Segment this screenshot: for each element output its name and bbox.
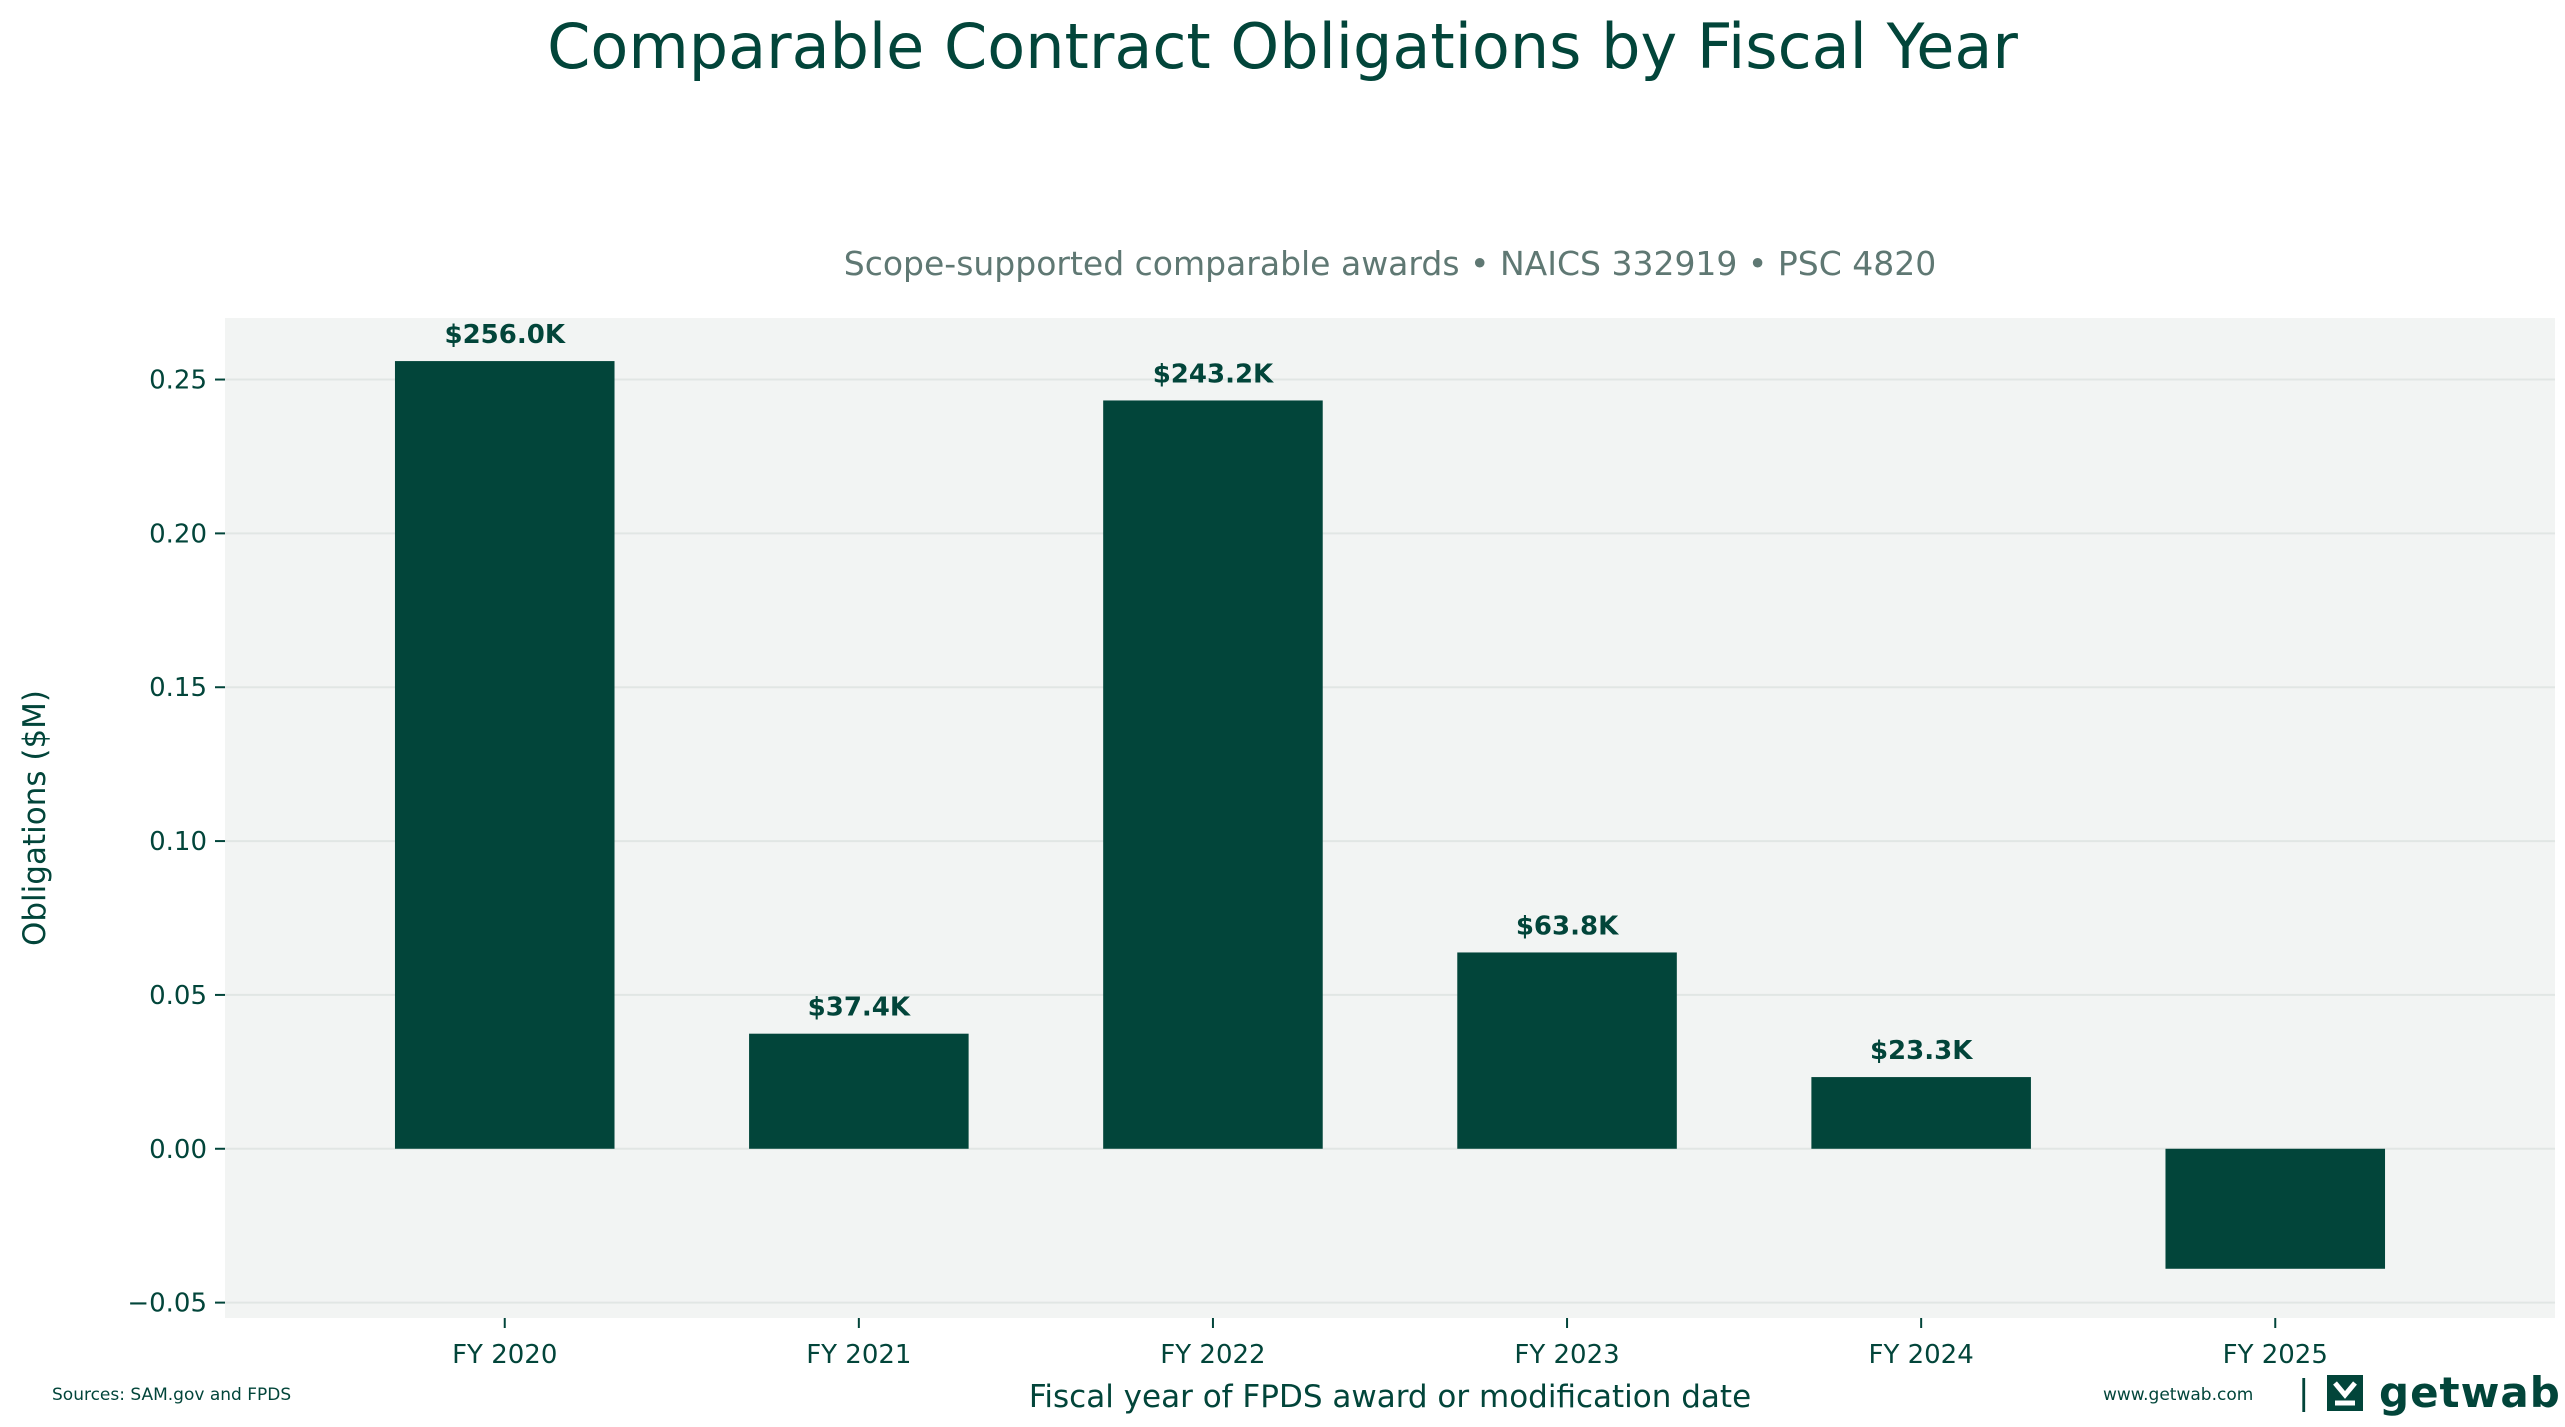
x-tick-label: FY 2022 <box>1160 1340 1265 1370</box>
data-label: $23.3K <box>1870 1036 1973 1066</box>
chart-title: Comparable Contract Obligations by Fisca… <box>547 10 2018 83</box>
x-tick-label: FY 2021 <box>806 1340 911 1370</box>
y-tick-label: 0.10 <box>149 827 207 857</box>
brand-name: getwab <box>2379 1368 2561 1417</box>
bar <box>1811 1077 2031 1149</box>
data-label: $37.4K <box>808 993 911 1023</box>
getwab-logo-icon <box>2327 1374 2363 1411</box>
data-label: $256.0K <box>444 320 565 350</box>
y-tick-label: 0.00 <box>149 1135 207 1165</box>
footer-separator: | <box>2298 1373 2310 1413</box>
x-tick-label: FY 2023 <box>1514 1340 1619 1370</box>
x-tick-label: FY 2025 <box>2223 1340 2328 1370</box>
y-tick-label: 0.20 <box>149 519 207 549</box>
website-link[interactable]: www.getwab.com <box>2103 1385 2254 1405</box>
x-tick-label: FY 2020 <box>452 1340 557 1370</box>
data-label: $63.8K <box>1516 911 1619 941</box>
bar <box>749 1033 969 1149</box>
x-axis-label: Fiscal year of FPDS award or modificatio… <box>1029 1379 1751 1415</box>
bar <box>1103 400 1323 1149</box>
bar <box>394 361 615 1149</box>
sources-note: Sources: SAM.gov and FPDS <box>52 1385 292 1405</box>
y-axis-label: Obligations ($M) <box>17 690 53 946</box>
y-tick-label: 0.05 <box>149 981 207 1011</box>
brand-logo: getwab <box>2325 1368 2561 1417</box>
bar <box>1457 952 1677 1149</box>
y-tick-label: 0.15 <box>149 673 207 703</box>
x-tick-label: FY 2024 <box>1869 1340 1974 1370</box>
chart-subtitle: Scope-supported comparable awards • NAIC… <box>844 244 1936 283</box>
bar <box>2165 1148 2386 1269</box>
data-label: $243.2K <box>1153 359 1274 389</box>
y-tick-label: −0.05 <box>127 1289 207 1319</box>
y-tick-label: 0.25 <box>149 366 207 396</box>
